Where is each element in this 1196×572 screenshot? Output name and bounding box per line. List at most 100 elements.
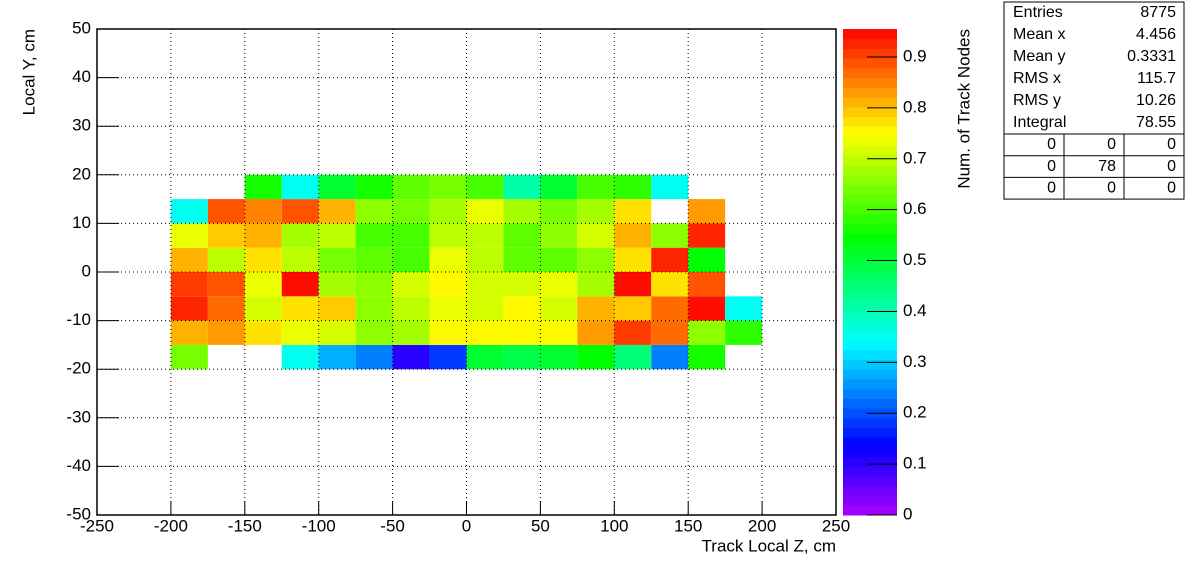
heatmap-cell	[503, 344, 541, 370]
y-tick-label: 10	[72, 213, 91, 232]
heatmap-cell	[577, 344, 615, 370]
palette-step	[843, 291, 897, 302]
heatmap-cell	[392, 272, 430, 297]
heatmap-cell	[392, 344, 430, 370]
heatmap-cell	[614, 223, 652, 248]
heatmap-cell	[207, 223, 245, 248]
palette-step	[843, 165, 897, 176]
palette-step	[843, 213, 897, 224]
heatmap-cell	[429, 272, 467, 297]
heatmap-cell	[466, 174, 504, 200]
heatmap-cell	[688, 223, 726, 248]
heatmap-cell	[577, 174, 615, 200]
palette-step	[843, 77, 897, 88]
heatmap-cell	[651, 320, 689, 345]
heatmap-cell	[429, 223, 467, 248]
stats-label: Integral	[1013, 114, 1066, 131]
heatmap-cell	[688, 272, 726, 297]
y-tick-label: -10	[66, 310, 91, 329]
y-tick-label: -40	[66, 456, 91, 475]
stats-value: 8775	[1140, 4, 1176, 21]
heatmap-cell	[577, 296, 615, 321]
heatmap-cell	[170, 344, 208, 370]
y-axis-title: Local Y, cm	[19, 29, 38, 115]
heatmap-cell	[651, 344, 689, 370]
heatmap-cell	[540, 174, 578, 200]
heatmap-cell	[651, 223, 689, 248]
heatmap-cell	[503, 320, 541, 345]
heatmap-cell	[281, 199, 319, 224]
heatmap-cell	[688, 296, 726, 321]
heatmap-cell	[318, 272, 356, 297]
z-tick-label: 0.9	[903, 46, 927, 65]
heatmap-cell	[392, 174, 430, 200]
palette-step	[843, 301, 897, 312]
heatmap-cell	[651, 296, 689, 321]
palette-step	[843, 145, 897, 156]
z-tick-label: 0.1	[903, 454, 927, 473]
heatmap-cell	[614, 296, 652, 321]
overflow-value: 0	[1167, 179, 1176, 196]
heatmap-cell	[318, 320, 356, 345]
palette-step	[843, 87, 897, 98]
x-tick-label: 250	[822, 516, 850, 535]
heatmap-cell	[170, 296, 208, 321]
y-tick-label: 0	[82, 261, 91, 280]
heatmap-cell	[170, 223, 208, 248]
heatmap-cell	[355, 296, 393, 321]
stats-value: 78.55	[1136, 114, 1176, 131]
heatmap-cell	[244, 223, 282, 248]
heatmap-cell	[355, 272, 393, 297]
heatmap-cell	[466, 223, 504, 248]
stats-label: Mean y	[1013, 48, 1065, 65]
palette-step	[843, 252, 897, 263]
heatmap-cell	[318, 199, 356, 224]
z-tick-label: 0.3	[903, 352, 927, 371]
heatmap-cell	[614, 344, 652, 370]
heatmap-cell	[688, 199, 726, 224]
heatmap-cell	[355, 247, 393, 272]
palette-step	[843, 155, 897, 166]
z-tick-label: 0.6	[903, 199, 927, 218]
stats-label: RMS x	[1013, 70, 1061, 87]
stats-value: 4.456	[1136, 26, 1176, 43]
heatmap-cell	[318, 296, 356, 321]
palette-step	[843, 320, 897, 331]
palette-step	[843, 446, 897, 458]
heatmap-cell	[281, 344, 319, 370]
palette-step	[843, 38, 897, 49]
heatmap-cell	[614, 272, 652, 297]
heatmap-cell	[503, 174, 541, 200]
heatmap-cell	[466, 247, 504, 272]
overflow-value: 78	[1098, 158, 1116, 175]
heatmap-cell	[503, 199, 541, 224]
heatmap-cell	[244, 174, 282, 200]
palette-step	[843, 281, 897, 292]
heatmap-cell	[318, 344, 356, 370]
heatmap-cell	[281, 247, 319, 272]
heatmap-cell	[355, 344, 393, 370]
heatmap-cell	[651, 174, 689, 200]
heatmap-cell	[540, 223, 578, 248]
heatmap-cell	[244, 320, 282, 345]
heatmap-cell	[355, 174, 393, 200]
overflow-value: 0	[1047, 179, 1056, 196]
heatmap-cell	[503, 296, 541, 321]
heatmap-cell	[540, 247, 578, 272]
heatmap-cell	[466, 272, 504, 297]
heatmap-cell	[170, 247, 208, 272]
heatmap-cell	[318, 247, 356, 272]
palette-step	[843, 476, 897, 487]
stats-value: 10.26	[1136, 92, 1176, 109]
palette-step	[843, 272, 897, 283]
stats-label: Entries	[1013, 4, 1063, 21]
z-tick-label: 0.5	[903, 250, 927, 269]
x-tick-label: -200	[154, 516, 188, 535]
heatmap-cell	[244, 296, 282, 321]
heatmap-cell	[725, 296, 763, 321]
heatmap-cell	[577, 320, 615, 345]
heatmap-cell	[207, 272, 245, 297]
palette-step	[843, 378, 897, 390]
palette-step	[843, 398, 897, 409]
heatmap-cell	[466, 199, 504, 224]
